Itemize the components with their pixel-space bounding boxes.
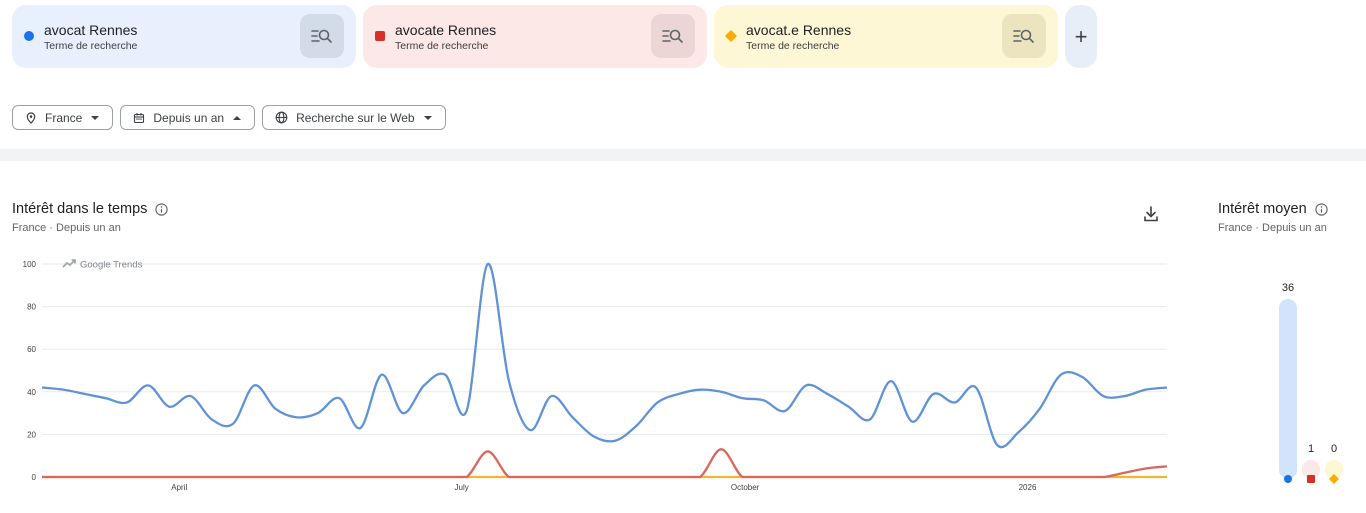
term-3-sublabel: Terme de recherche <box>746 40 840 52</box>
average-marker-diamond-icon <box>1329 474 1339 484</box>
y-tick-label: 0 <box>32 473 37 482</box>
info-icon[interactable] <box>155 202 169 216</box>
interest-time-header: Intérêt dans le temps <box>12 201 169 217</box>
average-value-label: 36 <box>1282 282 1294 294</box>
average-bar-1[interactable] <box>1279 299 1297 479</box>
term-1-label: avocat Rennes <box>44 22 138 38</box>
series-lines <box>41 262 1168 479</box>
term-card-2[interactable]: avocate Rennes Terme de recherche <box>363 5 707 68</box>
interest-avg-header: Intérêt moyen <box>1218 201 1328 217</box>
explore-search-icon <box>662 29 683 43</box>
plus-icon: + <box>1074 23 1088 49</box>
term-1-color-dot-icon <box>24 31 34 41</box>
term-1-explore-button[interactable] <box>300 14 344 58</box>
explore-search-icon <box>1013 29 1034 43</box>
average-marker-square-icon <box>1307 475 1315 483</box>
y-tick-label: 100 <box>23 260 37 269</box>
x-axis: April July October 2026 <box>171 483 1037 492</box>
y-axis: 0 20 40 60 80 100 <box>23 260 37 482</box>
average-bar-3[interactable] <box>1325 460 1343 479</box>
average-bar-2[interactable] <box>1302 460 1320 479</box>
term-card-3[interactable]: avocat.e Rennes Terme de recherche <box>714 5 1058 68</box>
x-tick-label: October <box>731 483 760 492</box>
term-1-sublabel: Terme de recherche <box>44 40 138 52</box>
add-term-button[interactable]: + <box>1065 5 1097 68</box>
interest-avg-subtitle: France · Depuis un an <box>1218 222 1327 234</box>
info-icon[interactable] <box>1315 202 1328 216</box>
term-2-label: avocate Rennes <box>395 22 497 38</box>
location-pin-icon <box>26 111 36 124</box>
search-type-filter[interactable]: Recherche sur le Web <box>262 105 446 130</box>
series-line-1[interactable] <box>41 262 1168 449</box>
section-divider <box>0 149 1366 161</box>
region-filter-label: France <box>45 110 83 125</box>
term-cards: avocat Rennes Terme de recherche avocate… <box>12 5 1097 68</box>
term-3-label: avocat.e Rennes <box>746 22 852 38</box>
average-interest-chart: 36 1 0 <box>1279 282 1343 484</box>
interest-avg-title: Intérêt moyen <box>1218 201 1307 217</box>
interest-time-subtitle: France · Depuis un an <box>12 222 121 234</box>
caret-down-icon <box>91 115 100 120</box>
filter-bar: France Depuis un an Recherche sur le Web <box>12 105 446 130</box>
average-marker-circle-icon <box>1284 475 1292 483</box>
google-trends-watermark: Google Trends <box>62 259 143 271</box>
globe-icon <box>275 111 288 124</box>
period-filter-label: Depuis un an <box>153 110 225 125</box>
term-3-explore-button[interactable] <box>1002 14 1046 58</box>
x-tick-label: April <box>171 483 187 492</box>
term-3-color-diamond-icon <box>724 29 738 43</box>
y-tick-label: 80 <box>27 303 36 312</box>
average-value-label: 0 <box>1331 443 1337 455</box>
explore-search-icon <box>311 29 332 43</box>
caret-up-icon <box>233 115 242 120</box>
calendar-icon <box>134 112 145 123</box>
caret-down-icon <box>423 115 432 120</box>
region-filter[interactable]: France <box>12 105 114 130</box>
y-tick-label: 20 <box>27 430 36 439</box>
average-value-label: 1 <box>1308 443 1314 455</box>
watermark-label: Google Trends <box>80 260 143 271</box>
term-card-1[interactable]: avocat Rennes Terme de recherche <box>12 5 356 68</box>
download-icon[interactable] <box>1140 203 1162 225</box>
term-2-sublabel: Terme de recherche <box>395 40 489 52</box>
term-2-explore-button[interactable] <box>651 14 695 58</box>
y-tick-label: 40 <box>27 388 36 397</box>
period-filter[interactable]: Depuis un an <box>120 105 256 130</box>
term-2-color-square-icon <box>375 31 385 41</box>
series-line-2[interactable] <box>41 448 1168 479</box>
interest-over-time-chart: 0 20 40 60 80 100 April July October 2026 Google… <box>23 259 1168 492</box>
interest-time-title: Intérêt dans le temps <box>12 201 148 217</box>
trend-arrow-icon <box>62 259 76 268</box>
x-tick-label: July <box>455 483 469 492</box>
x-tick-label: 2026 <box>1019 483 1037 492</box>
search-type-filter-label: Recherche sur le Web <box>296 110 415 125</box>
y-tick-label: 60 <box>27 345 36 354</box>
